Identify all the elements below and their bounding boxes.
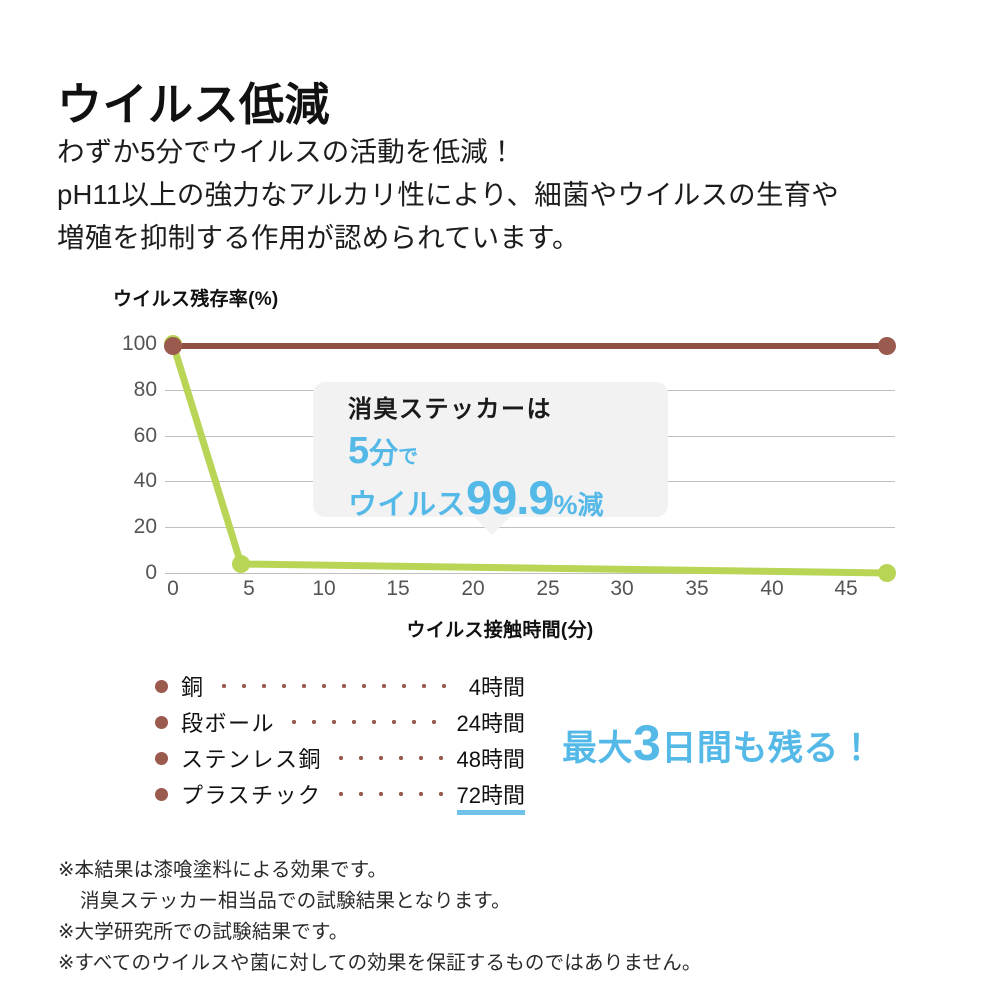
series-point-green-5 xyxy=(232,555,250,573)
callout-minutes-unit: 分 xyxy=(369,438,399,470)
callout-minutes-number: 5 xyxy=(348,430,370,472)
y-axis-title: ウイルス残存率(%) xyxy=(113,289,279,310)
dot-leader xyxy=(331,747,448,769)
legend-label: 段ボール xyxy=(181,711,276,736)
lede-line-1: わずか5分でウイルスの活動を低減！ xyxy=(57,136,516,167)
footnote-3: ※すべてのウイルスや菌に対しての効果を保証するものではありません。 xyxy=(58,952,702,974)
x-axis-ticks: 0 5 10 15 20 25 30 35 40 45 xyxy=(165,577,895,611)
x-tick-30: 30 xyxy=(610,577,634,600)
gridline-0 xyxy=(165,573,895,574)
legend-item-stainless: ステンレス銅 48時間 xyxy=(155,740,525,776)
max-duration-suffix: 日間も残る！ xyxy=(661,729,875,768)
virus-survival-chart: ウイルス残存率(%) 100 80 60 xyxy=(0,270,1000,660)
lede-line-3: 増殖を抑制する作用が認められています。 xyxy=(57,222,580,253)
legend-item-cardboard: 段ボール 24時間 xyxy=(155,704,525,740)
dot-leader xyxy=(331,783,448,805)
legend-dot-icon xyxy=(155,715,168,729)
legend: 銅 4時間 段ボール 24時間 ステンレス銅 48時間 プラスチック 72時間 xyxy=(155,668,526,815)
legend-value: 24時間 xyxy=(456,711,525,736)
dot-leader xyxy=(284,711,448,733)
series-lines xyxy=(164,335,896,582)
legend-value-highlighted: 72時間 xyxy=(456,778,526,815)
legend-item-plastic: プラスチック 72時間 xyxy=(155,776,526,815)
x-tick-10: 10 xyxy=(312,577,336,600)
x-axis-title: ウイルス接触時間(分) xyxy=(406,620,594,641)
y-tick-100: 100 xyxy=(121,332,157,355)
series-point-brown-48 xyxy=(878,337,896,355)
x-tick-35: 35 xyxy=(685,577,709,600)
y-tick-40: 40 xyxy=(133,469,157,492)
callout-tail xyxy=(473,516,511,535)
x-tick-15: 15 xyxy=(386,577,410,600)
legend-dot-icon xyxy=(155,679,168,693)
legend-label: ステンレス銅 xyxy=(181,747,323,772)
max-duration-prefix: 最大 xyxy=(562,729,634,768)
y-tick-0: 0 xyxy=(145,561,157,584)
callout-box: 消臭ステッカーは 5分で ウイルス99.9%減 xyxy=(313,382,668,521)
callout-reduction-suffix: 減 xyxy=(577,490,604,520)
lede-line-2: pH11以上の強力なアルカリ性により、細菌やウイルスの生育や xyxy=(57,179,839,210)
y-tick-60: 60 xyxy=(133,424,157,447)
callout-line-2: 5分で xyxy=(348,432,668,470)
legend-dot-icon xyxy=(155,751,168,765)
max-duration-number: 3 xyxy=(633,715,662,771)
legend-label: プラスチック xyxy=(181,783,322,808)
gridline-20 xyxy=(165,527,895,528)
legend-item-copper: 銅 4時間 xyxy=(155,668,525,704)
legend-value: 4時間 xyxy=(468,675,525,700)
footnote-2: ※大学研究所での試験結果です。 xyxy=(58,921,349,943)
callout-line-3: ウイルス99.9%減 xyxy=(348,474,668,521)
x-tick-25: 25 xyxy=(536,577,560,600)
callout-percent-sign: % xyxy=(553,490,578,520)
callout-virus-label: ウイルス xyxy=(348,489,467,521)
y-tick-80: 80 xyxy=(133,378,157,401)
page-title: ウイルス低減 xyxy=(57,79,331,131)
callout-reduction-number: 99.9 xyxy=(466,471,554,524)
footnote-1-cont: 消臭ステッカー相当品での試験結果となります。 xyxy=(80,890,511,912)
legend-value: 48時間 xyxy=(456,747,525,772)
x-tick-0: 0 xyxy=(167,577,179,600)
y-tick-20: 20 xyxy=(133,515,157,538)
legend-dot-icon xyxy=(155,787,168,801)
series-point-brown-0 xyxy=(164,337,182,355)
x-tick-5: 5 xyxy=(243,577,255,600)
max-duration-note: 最大3日間も残る！ xyxy=(562,718,874,768)
x-tick-45: 45 xyxy=(834,577,858,600)
footnotes: ※本結果は漆喰塗料による効果です。 消臭ステッカー相当品での試験結果となります。… xyxy=(58,855,702,979)
callout-line-1: 消臭ステッカーは xyxy=(348,396,552,423)
footnote-1: ※本結果は漆喰塗料による効果です。 xyxy=(58,859,388,881)
x-tick-20: 20 xyxy=(461,577,485,600)
y-axis-ticks: 100 80 60 40 20 0 xyxy=(105,332,157,584)
x-tick-40: 40 xyxy=(760,577,784,600)
lede-paragraph: わずか5分でウイルスの活動を低減！ pH11以上の強力なアルカリ性により、細菌や… xyxy=(57,130,839,259)
dot-leader xyxy=(214,675,460,697)
callout-minutes-suffix: で xyxy=(398,446,419,468)
legend-label: 銅 xyxy=(181,675,205,700)
series-point-green-48 xyxy=(878,564,896,582)
